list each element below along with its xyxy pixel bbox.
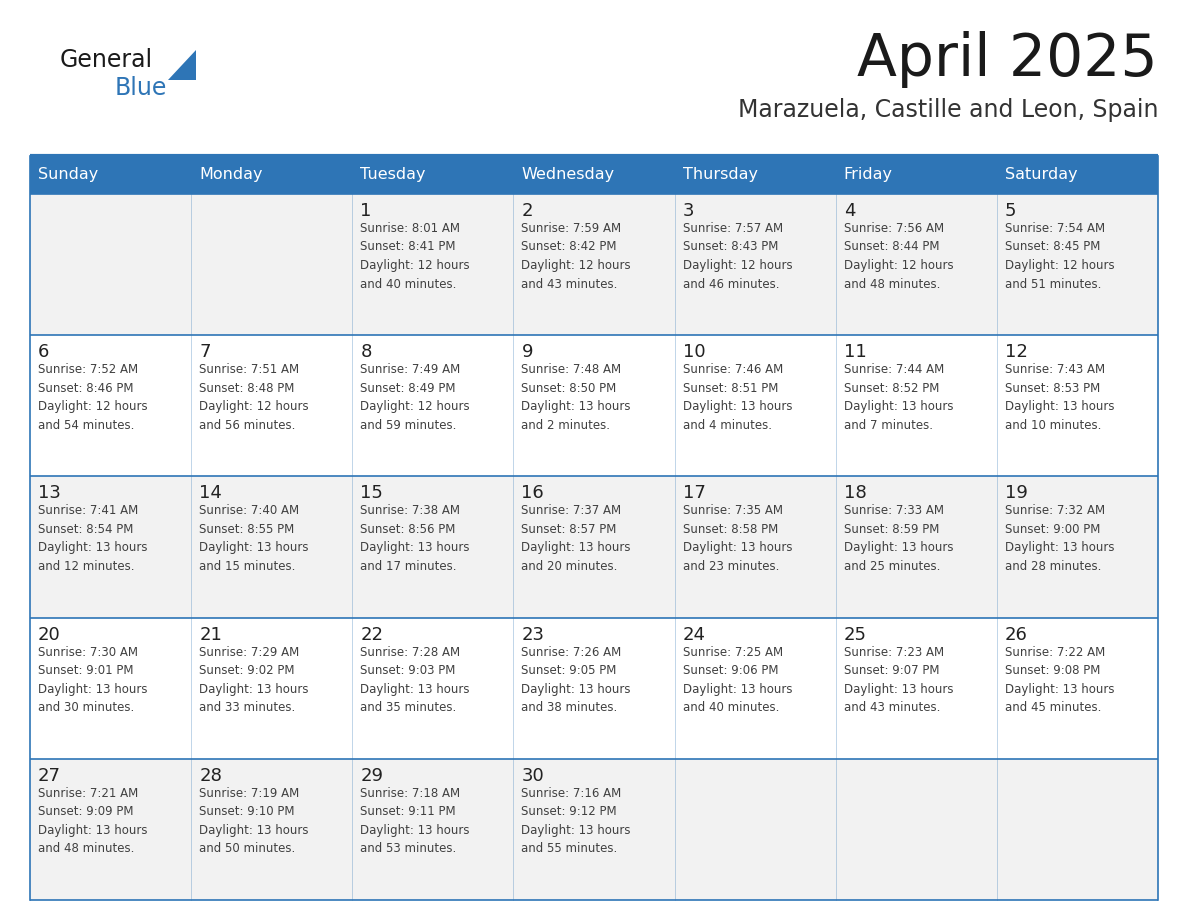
Text: April 2025: April 2025 [858,31,1158,88]
Text: Marazuela, Castille and Leon, Spain: Marazuela, Castille and Leon, Spain [738,98,1158,122]
Text: Sunrise: 7:52 AM
Sunset: 8:46 PM
Daylight: 12 hours
and 54 minutes.: Sunrise: 7:52 AM Sunset: 8:46 PM Dayligh… [38,364,147,431]
Bar [30,194,1158,335]
Text: Sunrise: 7:33 AM
Sunset: 8:59 PM
Daylight: 13 hours
and 25 minutes.: Sunrise: 7:33 AM Sunset: 8:59 PM Dayligh… [843,504,953,573]
Text: Sunrise: 7:30 AM
Sunset: 9:01 PM
Daylight: 13 hours
and 30 minutes.: Sunrise: 7:30 AM Sunset: 9:01 PM Dayligh… [38,645,147,714]
Text: 8: 8 [360,343,372,361]
Text: Sunrise: 7:28 AM
Sunset: 9:03 PM
Daylight: 13 hours
and 35 minutes.: Sunrise: 7:28 AM Sunset: 9:03 PM Dayligh… [360,645,469,714]
Text: 22: 22 [360,625,384,644]
Text: Sunrise: 7:59 AM
Sunset: 8:42 PM
Daylight: 12 hours
and 43 minutes.: Sunrise: 7:59 AM Sunset: 8:42 PM Dayligh… [522,222,631,290]
Text: Sunrise: 7:29 AM
Sunset: 9:02 PM
Daylight: 13 hours
and 33 minutes.: Sunrise: 7:29 AM Sunset: 9:02 PM Dayligh… [200,645,309,714]
Bar [353,156,513,194]
Text: 9: 9 [522,343,533,361]
Bar [30,335,1158,476]
Text: Sunrise: 7:16 AM
Sunset: 9:12 PM
Daylight: 13 hours
and 55 minutes.: Sunrise: 7:16 AM Sunset: 9:12 PM Dayligh… [522,787,631,856]
Text: 14: 14 [200,485,222,502]
Text: Sunrise: 7:25 AM
Sunset: 9:06 PM
Daylight: 13 hours
and 40 minutes.: Sunrise: 7:25 AM Sunset: 9:06 PM Dayligh… [683,645,792,714]
Text: Saturday: Saturday [1005,167,1078,183]
Text: Sunrise: 7:37 AM
Sunset: 8:57 PM
Daylight: 13 hours
and 20 minutes.: Sunrise: 7:37 AM Sunset: 8:57 PM Dayligh… [522,504,631,573]
Text: Sunrise: 7:54 AM
Sunset: 8:45 PM
Daylight: 12 hours
and 51 minutes.: Sunrise: 7:54 AM Sunset: 8:45 PM Dayligh… [1005,222,1114,290]
Text: 18: 18 [843,485,866,502]
Text: Sunrise: 7:19 AM
Sunset: 9:10 PM
Daylight: 13 hours
and 50 minutes.: Sunrise: 7:19 AM Sunset: 9:10 PM Dayligh… [200,787,309,856]
Text: Sunrise: 7:40 AM
Sunset: 8:55 PM
Daylight: 13 hours
and 15 minutes.: Sunrise: 7:40 AM Sunset: 8:55 PM Dayligh… [200,504,309,573]
Bar [675,156,835,194]
Text: 24: 24 [683,625,706,644]
Text: 7: 7 [200,343,210,361]
Text: 1: 1 [360,202,372,220]
Text: Sunrise: 7:21 AM
Sunset: 9:09 PM
Daylight: 13 hours
and 48 minutes.: Sunrise: 7:21 AM Sunset: 9:09 PM Dayligh… [38,787,147,856]
Text: 13: 13 [38,485,61,502]
Text: Sunrise: 7:18 AM
Sunset: 9:11 PM
Daylight: 13 hours
and 53 minutes.: Sunrise: 7:18 AM Sunset: 9:11 PM Dayligh… [360,787,469,856]
Text: 26: 26 [1005,625,1028,644]
Text: Sunrise: 7:38 AM
Sunset: 8:56 PM
Daylight: 13 hours
and 17 minutes.: Sunrise: 7:38 AM Sunset: 8:56 PM Dayligh… [360,504,469,573]
Polygon shape [168,50,196,80]
Text: Sunrise: 7:35 AM
Sunset: 8:58 PM
Daylight: 13 hours
and 23 minutes.: Sunrise: 7:35 AM Sunset: 8:58 PM Dayligh… [683,504,792,573]
Text: Sunrise: 7:48 AM
Sunset: 8:50 PM
Daylight: 13 hours
and 2 minutes.: Sunrise: 7:48 AM Sunset: 8:50 PM Dayligh… [522,364,631,431]
Text: 19: 19 [1005,485,1028,502]
Text: 12: 12 [1005,343,1028,361]
Text: Sunrise: 7:23 AM
Sunset: 9:07 PM
Daylight: 13 hours
and 43 minutes.: Sunrise: 7:23 AM Sunset: 9:07 PM Dayligh… [843,645,953,714]
Text: Sunday: Sunday [38,167,99,183]
Bar [30,618,1158,759]
Text: Monday: Monday [200,167,263,183]
Text: 5: 5 [1005,202,1017,220]
Text: Sunrise: 7:51 AM
Sunset: 8:48 PM
Daylight: 12 hours
and 56 minutes.: Sunrise: 7:51 AM Sunset: 8:48 PM Dayligh… [200,364,309,431]
Text: 28: 28 [200,767,222,785]
Text: 27: 27 [38,767,61,785]
Text: 29: 29 [360,767,384,785]
Text: 2: 2 [522,202,533,220]
Text: 6: 6 [38,343,50,361]
Text: 25: 25 [843,625,867,644]
Text: 30: 30 [522,767,544,785]
Text: Sunrise: 7:32 AM
Sunset: 9:00 PM
Daylight: 13 hours
and 28 minutes.: Sunrise: 7:32 AM Sunset: 9:00 PM Dayligh… [1005,504,1114,573]
Text: 3: 3 [683,202,694,220]
Text: Blue: Blue [115,76,168,100]
Text: Thursday: Thursday [683,167,758,183]
Text: Sunrise: 7:22 AM
Sunset: 9:08 PM
Daylight: 13 hours
and 45 minutes.: Sunrise: 7:22 AM Sunset: 9:08 PM Dayligh… [1005,645,1114,714]
Text: 23: 23 [522,625,544,644]
Text: Sunrise: 7:43 AM
Sunset: 8:53 PM
Daylight: 13 hours
and 10 minutes.: Sunrise: 7:43 AM Sunset: 8:53 PM Dayligh… [1005,364,1114,431]
Text: Sunrise: 7:49 AM
Sunset: 8:49 PM
Daylight: 12 hours
and 59 minutes.: Sunrise: 7:49 AM Sunset: 8:49 PM Dayligh… [360,364,470,431]
Text: 10: 10 [683,343,706,361]
Text: Sunrise: 7:41 AM
Sunset: 8:54 PM
Daylight: 13 hours
and 12 minutes.: Sunrise: 7:41 AM Sunset: 8:54 PM Dayligh… [38,504,147,573]
Text: Sunrise: 7:56 AM
Sunset: 8:44 PM
Daylight: 12 hours
and 48 minutes.: Sunrise: 7:56 AM Sunset: 8:44 PM Dayligh… [843,222,953,290]
Text: Sunrise: 7:46 AM
Sunset: 8:51 PM
Daylight: 13 hours
and 4 minutes.: Sunrise: 7:46 AM Sunset: 8:51 PM Dayligh… [683,364,792,431]
Text: Sunrise: 7:57 AM
Sunset: 8:43 PM
Daylight: 12 hours
and 46 minutes.: Sunrise: 7:57 AM Sunset: 8:43 PM Dayligh… [683,222,792,290]
Text: 15: 15 [360,485,384,502]
Bar [997,156,1158,194]
Text: Sunrise: 8:01 AM
Sunset: 8:41 PM
Daylight: 12 hours
and 40 minutes.: Sunrise: 8:01 AM Sunset: 8:41 PM Dayligh… [360,222,470,290]
Text: Friday: Friday [843,167,892,183]
Bar [191,156,353,194]
Text: 17: 17 [683,485,706,502]
Bar [513,156,675,194]
Bar [30,476,1158,618]
Text: 20: 20 [38,625,61,644]
Bar [835,156,997,194]
Text: Wednesday: Wednesday [522,167,614,183]
Text: General: General [61,48,153,72]
Text: 4: 4 [843,202,855,220]
Text: Sunrise: 7:44 AM
Sunset: 8:52 PM
Daylight: 13 hours
and 7 minutes.: Sunrise: 7:44 AM Sunset: 8:52 PM Dayligh… [843,364,953,431]
Text: Tuesday: Tuesday [360,167,425,183]
Text: 16: 16 [522,485,544,502]
Text: Sunrise: 7:26 AM
Sunset: 9:05 PM
Daylight: 13 hours
and 38 minutes.: Sunrise: 7:26 AM Sunset: 9:05 PM Dayligh… [522,645,631,714]
Text: 21: 21 [200,625,222,644]
Bar [30,759,1158,900]
Text: 11: 11 [843,343,866,361]
Bar [30,156,191,194]
